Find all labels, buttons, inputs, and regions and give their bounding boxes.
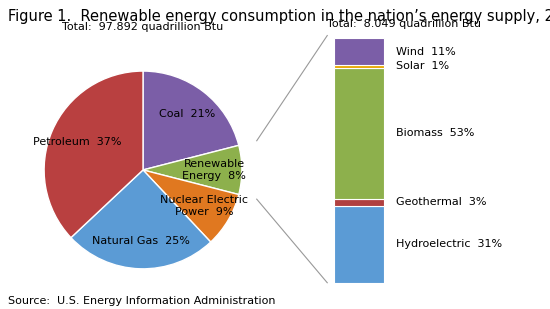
Text: Solar  1%: Solar 1% xyxy=(396,61,449,71)
Text: Renewable
Energy  8%: Renewable Energy 8% xyxy=(182,159,246,181)
Text: Total:  97.892 quadrillion Btu: Total: 97.892 quadrillion Btu xyxy=(62,22,224,32)
Text: Hydroelectric  31%: Hydroelectric 31% xyxy=(396,239,502,249)
Text: Geothermal  3%: Geothermal 3% xyxy=(396,197,487,207)
Bar xyxy=(333,38,384,65)
Wedge shape xyxy=(143,71,239,170)
Bar xyxy=(333,199,384,206)
Bar xyxy=(333,68,384,199)
Bar xyxy=(333,65,384,68)
Wedge shape xyxy=(71,170,211,269)
Text: Nuclear Electric
Power  9%: Nuclear Electric Power 9% xyxy=(160,195,248,217)
Wedge shape xyxy=(44,71,143,238)
Text: Biomass  53%: Biomass 53% xyxy=(396,128,474,138)
Text: Source:  U.S. Energy Information Administration: Source: U.S. Energy Information Administ… xyxy=(8,296,276,306)
Wedge shape xyxy=(143,170,239,242)
Wedge shape xyxy=(143,145,242,195)
Bar xyxy=(333,206,384,283)
Text: Total:  8.049 quadrillion Btu: Total: 8.049 quadrillion Btu xyxy=(327,19,481,29)
Text: Natural Gas  25%: Natural Gas 25% xyxy=(92,236,190,246)
Text: Coal  21%: Coal 21% xyxy=(158,109,214,119)
Text: Petroleum  37%: Petroleum 37% xyxy=(34,137,122,147)
Text: Figure 1.  Renewable energy consumption in the nation’s energy supply, 2010: Figure 1. Renewable energy consumption i… xyxy=(8,9,550,24)
Text: Wind  11%: Wind 11% xyxy=(396,47,456,57)
